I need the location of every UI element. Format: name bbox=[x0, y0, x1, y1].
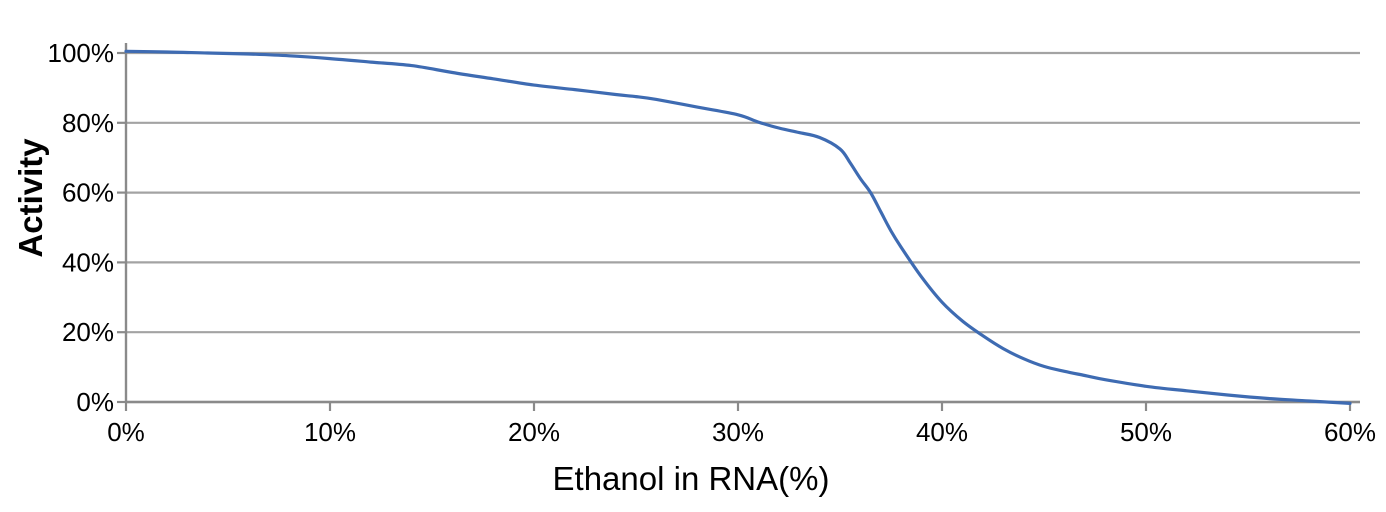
y-tick-label: 40% bbox=[62, 247, 114, 277]
axes-layer bbox=[117, 43, 1360, 411]
x-tick-label: 40% bbox=[916, 417, 968, 447]
series-layer bbox=[124, 49, 1352, 405]
x-tick-label: 0% bbox=[107, 417, 145, 447]
x-tick-label: 50% bbox=[1120, 417, 1172, 447]
x-tick-label: 10% bbox=[304, 417, 356, 447]
x-tick-label: 20% bbox=[508, 417, 560, 447]
gridlines-layer bbox=[126, 51, 1360, 404]
x-axis-title: Ethanol in RNA(%) bbox=[553, 460, 830, 497]
y-tick-label: 20% bbox=[62, 317, 114, 347]
x-tick-label: 30% bbox=[712, 417, 764, 447]
x-tick-label: 60% bbox=[1324, 417, 1376, 447]
activity-curve bbox=[124, 49, 1352, 405]
y-axis-title: Activity bbox=[12, 138, 49, 258]
y-tick-label: 100% bbox=[48, 38, 115, 68]
tick-labels-layer: 0% 20% 40% 60% 80% 100% 0% 10% 20% 30% 40% 50% 60% bbox=[48, 38, 1377, 447]
y-tick-label: 0% bbox=[76, 387, 114, 417]
y-tick-label: 60% bbox=[62, 178, 114, 208]
y-tick-label: 80% bbox=[62, 108, 114, 138]
